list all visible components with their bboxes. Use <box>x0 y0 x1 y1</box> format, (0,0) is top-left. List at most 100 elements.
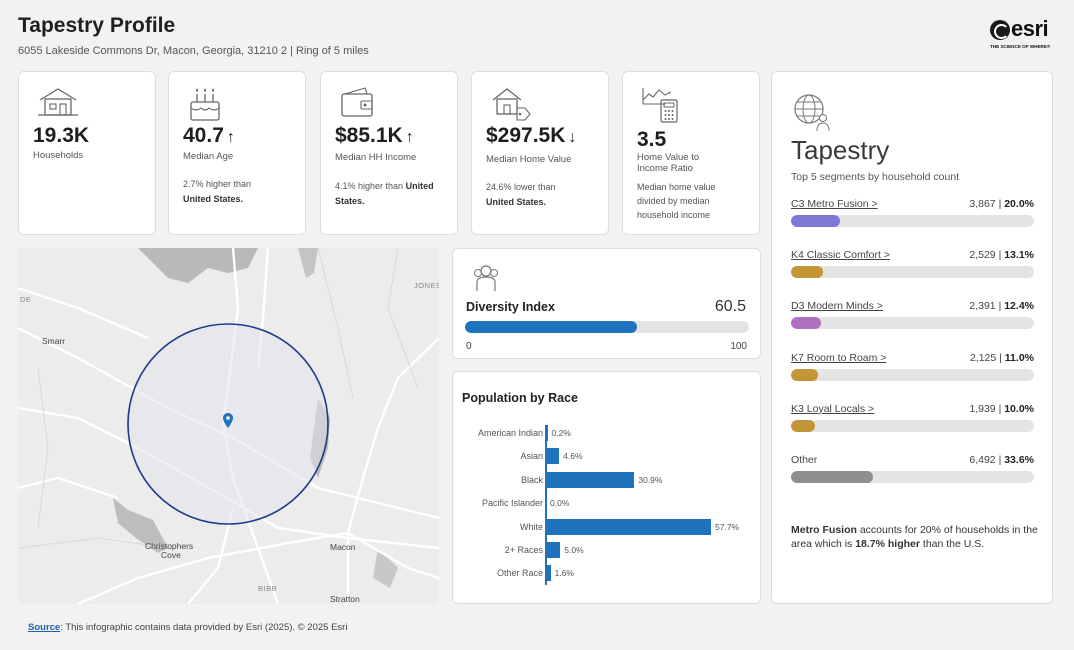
segment-stats: 3,867 | 20.0% <box>969 198 1034 210</box>
ratio-note: Median home value divided by median hous… <box>637 182 716 220</box>
segment-bar <box>791 471 1034 483</box>
segment-bar <box>791 266 1034 279</box>
race-category-label: Asian <box>520 451 543 462</box>
median-age-card: 40.7 ↑ Median Age 2.7% higher than United … <box>168 71 306 235</box>
diversity-title: Diversity Index <box>466 300 555 314</box>
map-pin-icon[interactable] <box>223 413 233 428</box>
esri-logo: esri THE SCIENCE OF WHERE® <box>990 16 1056 52</box>
segment-name[interactable]: K7 Room to Roam > <box>791 351 887 364</box>
median-income-value: $85.1K ↑ <box>335 124 414 147</box>
segment-bar-fill <box>791 266 823 279</box>
race-chart-card: Population by Race American Indian 0.2% As… <box>452 371 761 604</box>
people-icon <box>474 265 498 291</box>
map-label-christophers: Christophers <box>145 541 194 551</box>
map-label-cove: Cove <box>161 550 181 560</box>
households-value: 19.3K <box>33 124 90 147</box>
house-tag-icon <box>492 88 531 121</box>
median-age-value: 40.7 ↑ <box>183 124 235 147</box>
race-value-label: 1.6% <box>554 568 574 579</box>
segment-name[interactable]: K3 Loyal Locals > <box>791 402 875 415</box>
page-title: Tapestry Profile <box>18 14 176 37</box>
segment-percent: 10.0% <box>1004 402 1034 415</box>
race-value-label: 57.7% <box>715 521 740 532</box>
race-category-label: Black <box>520 474 543 485</box>
race-bar <box>546 448 560 465</box>
footer-text: : This infographic contains data provide… <box>60 622 348 633</box>
segment-name[interactable]: D3 Modern Minds > <box>791 300 883 313</box>
race-value-label: 4.6% <box>563 451 583 462</box>
race-bar-row: Pacific Islander 0.0% <box>453 493 759 513</box>
page-subtitle: 6055 Lakeside Commons Dr, Macon, Georgia… <box>18 45 369 57</box>
households-label: Households <box>33 150 84 161</box>
median-home-value-label: Median Home Value <box>486 154 572 165</box>
arrow-up-icon: ↑ <box>226 129 235 146</box>
race-category-label: American Indian <box>477 428 543 438</box>
race-bar <box>546 565 551 582</box>
map-label-de: DE <box>20 295 32 304</box>
segment-percent: 20.0% <box>1004 198 1034 210</box>
house-icon <box>38 88 78 116</box>
footer: Source: This infographic contains data p… <box>28 622 347 633</box>
median-income-label: Median HH Income <box>335 152 417 163</box>
race-chart-title: Population by Race <box>462 391 578 405</box>
diversity-bar <box>465 321 749 333</box>
segment-stats: 2,529 | 13.1% <box>969 249 1034 262</box>
home-value-ratio-card: 3.5 Home Value to Income Ratio Median ho… <box>622 71 760 235</box>
diversity-min: 0 <box>466 341 472 352</box>
diversity-bar-fill <box>465 321 637 333</box>
median-home-value-note: 24.6% lower than United States. <box>486 182 556 207</box>
source-link[interactable]: Source <box>28 622 61 633</box>
tapestry-title: Tapestry <box>791 135 890 165</box>
race-bar-row: 2+ Races 5.0% <box>453 540 759 560</box>
segment-stats: 2,391 | 12.4% <box>969 300 1034 313</box>
segment-name[interactable]: K4 Classic Comfort > <box>791 249 890 262</box>
calculator-chart-icon <box>642 88 678 123</box>
tapestry-note: Metro Fusion accounts for 20% of househo… <box>791 524 1038 550</box>
race-bar-row: Asian 4.6% <box>453 446 759 466</box>
segment-count: 1,939 <box>969 402 996 415</box>
race-bar <box>546 425 548 441</box>
segment-bar-fill <box>791 317 822 330</box>
race-bar <box>546 471 635 488</box>
median-home-value-card: $297.5K ↓ Median Home Value 24.6% lower t… <box>471 71 609 235</box>
segment-bar-fill <box>791 419 816 432</box>
segment-bar <box>791 215 1034 227</box>
race-bar-row: American Indian 0.2% <box>453 423 759 443</box>
segment-bar-fill <box>791 368 818 381</box>
segment-percent: 12.4% <box>1004 300 1034 313</box>
map-label-stratton: Stratton <box>330 594 360 604</box>
households-card: 19.3K Households <box>18 71 156 235</box>
birthday-cake-icon <box>190 88 220 121</box>
segment-link-item[interactable]: K3 Loyal Locals > 1,939 | 10.0% <box>791 403 1034 443</box>
median-income-card: $85.1K ↑ Median HH Income 4.1% higher tha… <box>320 71 458 235</box>
tapestry-card: Tapestry Top 5 segments by household cou… <box>771 71 1053 604</box>
map-label-bibb: BIBB <box>258 584 278 593</box>
segment-link-item[interactable]: K7 Room to Roam > 2,125 | 11.0% <box>791 352 1034 392</box>
segment-stats: 2,125 | 11.0% <box>969 351 1034 364</box>
segment-link-item[interactable]: D3 Modern Minds > 2,391 | 12.4% <box>791 300 1034 340</box>
segment-bar <box>791 368 1034 381</box>
diversity-card: Diversity Index 60.5 0 100 <box>452 248 761 359</box>
segment-count: 2,529 <box>969 249 996 262</box>
median-age-note: 2.7% higher than United States. <box>183 179 252 204</box>
segment-stats: 1,939 | 10.0% <box>969 402 1034 415</box>
ratio-value: 3.5 <box>637 128 667 151</box>
location-map[interactable]: DE JONES Smarr Christophers Cove Macon B… <box>18 248 439 604</box>
race-category-label: 2+ Races <box>504 545 543 555</box>
race-value-label: 30.9% <box>638 474 663 485</box>
segment-count: 3,867 <box>969 198 996 210</box>
segment-name[interactable]: C3 Metro Fusion > <box>791 198 878 210</box>
race-bar <box>546 542 561 558</box>
logo-word: esri <box>1011 16 1049 41</box>
segment-link-item[interactable]: C3 Metro Fusion > 3,867 | 20.0% <box>791 198 1034 238</box>
race-bar <box>546 518 711 535</box>
globe-logo-icon <box>990 20 1010 40</box>
logo-tagline: THE SCIENCE OF WHERE® <box>990 44 1051 49</box>
segment-link-item[interactable]: K4 Classic Comfort > 2,529 | 13.1% <box>791 249 1034 289</box>
ratio-label: Home Value to Income Ratio <box>637 152 700 174</box>
arrow-down-icon: ↓ <box>568 129 577 146</box>
map-label-macon: Macon <box>330 542 356 552</box>
segment-count: 6,492 <box>969 454 996 466</box>
race-category-label: White <box>519 521 543 532</box>
segment-bar <box>791 317 1034 330</box>
